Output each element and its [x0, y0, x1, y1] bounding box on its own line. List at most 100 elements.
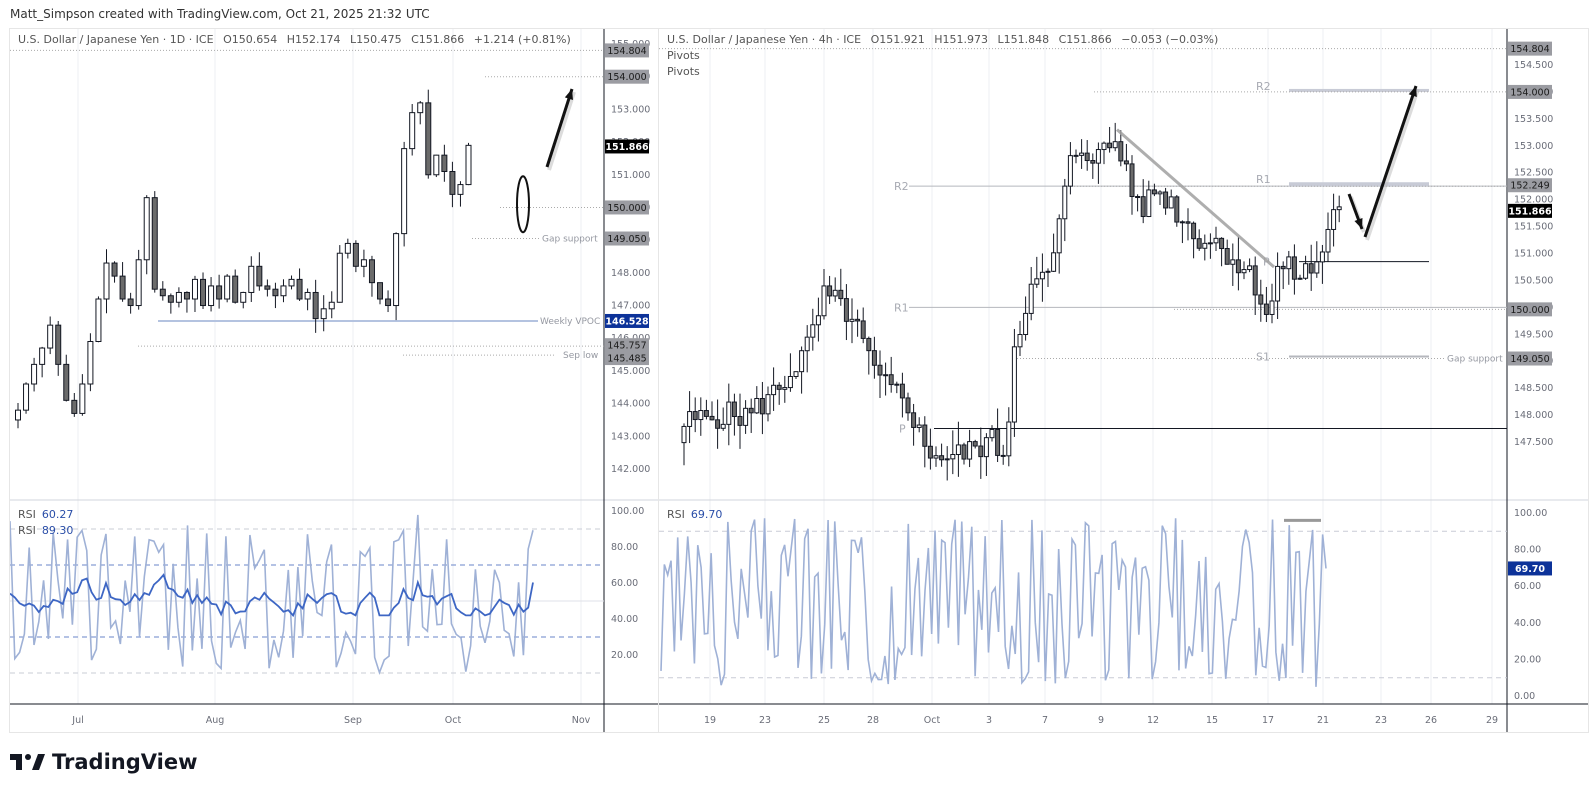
right-price-tag: 154.804 — [1508, 41, 1552, 56]
right-high: H151.973 — [934, 33, 988, 46]
left-chart-canvas[interactable]: 155.000154.000153.000152.000151.000150.0… — [10, 29, 658, 732]
tradingview-logo-icon — [10, 754, 45, 770]
right-time-tick: 25 — [818, 715, 830, 726]
left-price-tag: 146.528 — [605, 313, 649, 328]
left-rsi-label-2: RSI — [18, 524, 36, 537]
right-time-tick: 15 — [1206, 715, 1218, 726]
left-rsi-line — [10, 573, 534, 618]
right-price-tick: 154.500 — [1514, 60, 1553, 71]
weekly-vpoc-label: Weekly VPOC — [540, 317, 600, 327]
pivot-r1-current — [1289, 182, 1429, 187]
left-rsi-tick: 20.00 — [611, 650, 638, 661]
right-open: O151.921 — [870, 33, 925, 46]
left-price-tick: 148.000 — [611, 268, 650, 279]
svg-text:R2: R2 — [1256, 80, 1271, 93]
left-change: +1.214 (+0.81%) — [473, 33, 571, 46]
tradingview-logo[interactable]: TradingView — [10, 750, 197, 774]
gap-support-label-4h: Gap support — [1447, 355, 1503, 365]
right-rsi-label: RSI — [667, 508, 685, 521]
right-price-tick: 152.500 — [1514, 168, 1553, 179]
right-time-tick: 28 — [867, 715, 879, 726]
left-chart-legend: U.S. Dollar / Japanese Yen · 1D · ICE O1… — [18, 32, 571, 48]
right-chart-panel[interactable]: 154.500 154.000 153.500 153.000 152.500 152.0… — [658, 28, 1589, 733]
left-price-tick: 142.000 — [611, 464, 650, 475]
sep-low-label: Sep low — [563, 351, 598, 361]
highlight-ellipse — [516, 175, 530, 234]
svg-text:146.528: 146.528 — [605, 316, 649, 327]
tradingview-brand: TradingView — [52, 750, 198, 774]
right-time-tick: 21 — [1317, 715, 1329, 726]
svg-text:69.70: 69.70 — [1515, 564, 1545, 575]
left-rsi-fast-line — [10, 514, 534, 676]
right-price-tag: 149.050 — [1508, 351, 1552, 366]
right-rsi-tick: 40.00 — [1514, 618, 1541, 629]
pivots-indicator-2[interactable]: Pivots — [667, 65, 700, 78]
chart-credit: Matt_Simpson created with TradingView.co… — [10, 7, 430, 21]
right-time-tick: 9 — [1098, 715, 1104, 726]
right-rsi-value-tag: 69.70 — [1508, 561, 1552, 576]
left-time-tick: Oct — [445, 715, 462, 726]
svg-text:149.050: 149.050 — [1510, 354, 1549, 365]
pivots-indicator-1[interactable]: Pivots — [667, 49, 700, 62]
svg-text:154.804: 154.804 — [1510, 44, 1549, 55]
down-arrow-annotation — [1347, 193, 1366, 233]
right-change: −0.053 (−0.03%) — [1121, 33, 1219, 46]
right-chart-canvas[interactable]: 154.500 154.000 153.500 153.000 152.500 152.0… — [659, 29, 1588, 732]
left-rsi-value-1: 60.27 — [41, 508, 74, 521]
left-time-tick: Aug — [206, 715, 225, 726]
right-time-tick: 3 — [986, 715, 992, 726]
up-arrow-annotation-4h — [1363, 85, 1420, 241]
left-open: O150.654 — [223, 33, 278, 46]
right-price-tick: 151.500 — [1514, 222, 1553, 233]
right-price-tag: 152.249 — [1508, 178, 1552, 193]
right-price-tag: 154.000 — [1508, 84, 1552, 99]
right-price-tick: 149.500 — [1514, 329, 1553, 340]
right-close: C151.866 — [1058, 33, 1112, 46]
left-price-tick: 147.000 — [611, 301, 650, 312]
right-time-tick: 29 — [1486, 715, 1498, 726]
right-time-tick: Oct — [924, 715, 941, 726]
left-time-tick: Jul — [71, 715, 83, 726]
right-time-tick: 12 — [1147, 715, 1159, 726]
svg-text:154.804: 154.804 — [607, 46, 646, 57]
left-price-tick: 144.000 — [611, 399, 650, 410]
right-rsi-value: 69.70 — [690, 508, 723, 521]
right-rsi-line — [660, 518, 1327, 687]
left-rsi-value-2: 89.30 — [41, 524, 74, 537]
left-symbol: U.S. Dollar / Japanese Yen · 1D · ICE — [18, 33, 214, 46]
left-price-tag: 145.757 — [605, 338, 649, 353]
right-chart-legend: U.S. Dollar / Japanese Yen · 4h · ICE O1… — [667, 32, 1218, 80]
right-price-tick: 148.500 — [1514, 383, 1553, 394]
svg-text:151.866: 151.866 — [605, 142, 649, 153]
right-price-tick: 150.500 — [1514, 275, 1553, 286]
right-time-tick: 17 — [1262, 715, 1274, 726]
right-price-tick: 152.000 — [1514, 195, 1553, 206]
left-close: C151.866 — [411, 33, 465, 46]
right-rsi-tick: 60.00 — [1514, 581, 1541, 592]
svg-text:145.485: 145.485 — [607, 354, 646, 365]
left-rsi-label-1: RSI — [18, 508, 36, 521]
left-price-tag: 151.866 — [605, 139, 649, 154]
svg-text:S1: S1 — [1256, 351, 1270, 364]
left-price-tick: 145.000 — [611, 366, 650, 377]
svg-text:152.249: 152.249 — [1510, 181, 1549, 192]
descending-trendline — [1116, 128, 1275, 269]
right-rsi-tick: 100.00 — [1514, 508, 1547, 519]
up-arrow-annotation — [545, 88, 576, 171]
right-rsi-tick: 20.00 — [1514, 654, 1541, 665]
pivot-r1-prior: R1 — [894, 301, 909, 314]
right-time-tick: 23 — [1375, 715, 1387, 726]
right-rsi-legend: RSI 69.70 — [667, 507, 722, 523]
right-price-tick: 153.000 — [1514, 141, 1553, 152]
left-price-tick: 151.000 — [611, 170, 650, 181]
left-rsi-tick: 100.00 — [611, 506, 644, 517]
left-price-tag: 145.485 — [605, 351, 649, 366]
left-rsi-tick: 40.00 — [611, 614, 638, 625]
left-chart-panel[interactable]: 155.000154.000153.000152.000151.000150.0… — [9, 28, 659, 733]
left-price-tag: 154.000 — [605, 69, 649, 84]
svg-text:150.000: 150.000 — [1510, 305, 1549, 316]
right-price-tag: 151.866 — [1508, 203, 1552, 218]
pivot-p-prior: P — [899, 423, 906, 436]
right-time-tick: 26 — [1425, 715, 1437, 726]
right-symbol: U.S. Dollar / Japanese Yen · 4h · ICE — [667, 33, 862, 46]
